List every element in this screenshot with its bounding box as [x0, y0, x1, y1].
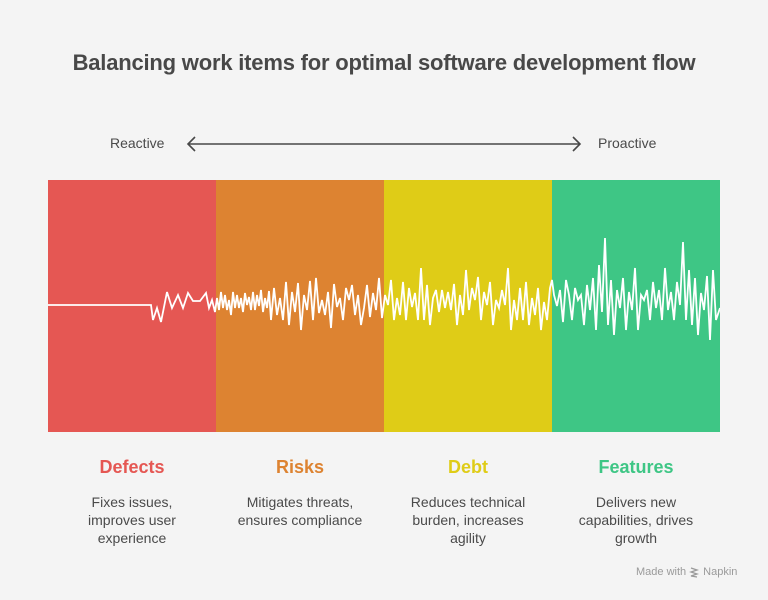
category-debt: Debt Reduces technical burden, increases…: [384, 457, 552, 547]
diagram-title: Balancing work items for optimal softwar…: [72, 50, 696, 75]
category-title: Features: [598, 457, 674, 477]
category-description: Delivers new capabilities, drives growth: [552, 493, 720, 547]
description-line: Delivers new: [595, 494, 677, 510]
category-features: Features Delivers new capabilities, driv…: [552, 457, 720, 547]
category-description: Mitigates threats, ensures compliance: [216, 493, 384, 529]
description-line: Reduces technical: [410, 494, 526, 510]
footer-brand: Napkin: [703, 566, 738, 578]
category-description: Fixes issues, improves user experience: [48, 493, 216, 547]
description-line: agility: [450, 530, 486, 546]
double-arrow-icon: [186, 136, 582, 152]
description-line: Fixes issues,: [91, 494, 173, 510]
category-risks: Risks Mitigates threats, ensures complia…: [216, 457, 384, 529]
axis-left-label: Reactive: [110, 135, 165, 151]
category-title: Risks: [275, 457, 325, 477]
description-line: Mitigates threats,: [246, 494, 354, 510]
panel-defects: [48, 180, 216, 432]
category-title: Debt: [448, 457, 488, 477]
napkin-logo-icon: [689, 566, 700, 578]
description-line: ensures compliance: [237, 512, 363, 528]
made-with-napkin-badge[interactable]: Made with Napkin: [636, 566, 737, 578]
description-line: capabilities, drives: [578, 512, 694, 528]
description-line: experience: [97, 530, 167, 546]
description-line: improves user: [88, 512, 176, 528]
description-line: growth: [614, 530, 658, 546]
category-title: Defects: [99, 457, 165, 477]
category-defects: Defects Fixes issues, improves user expe…: [48, 457, 216, 547]
footer-text: Made with: [636, 566, 687, 578]
waveform-line: [48, 237, 720, 341]
category-description: Reduces technical burden, increases agil…: [384, 493, 552, 547]
axis-right-label: Proactive: [598, 135, 657, 151]
description-line: burden, increases: [412, 512, 524, 528]
